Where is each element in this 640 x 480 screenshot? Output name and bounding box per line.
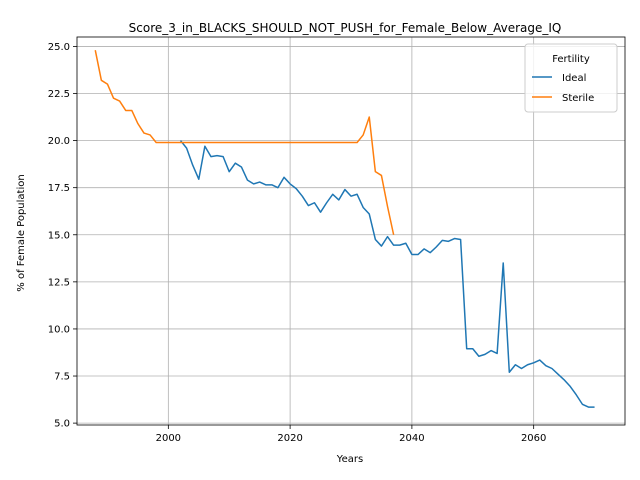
y-tick-label: 5.0 <box>54 419 70 430</box>
y-tick-label: 20.0 <box>48 136 70 147</box>
legend: Fertility Ideal Sterile <box>525 44 617 112</box>
legend-label-sterile: Sterile <box>562 93 594 104</box>
x-axis-label: Years <box>336 454 363 465</box>
x-tick-label: 2000 <box>156 433 181 444</box>
legend-label-ideal: Ideal <box>562 73 586 84</box>
x-tick-label: 2060 <box>521 433 546 444</box>
chart-title: Score_3_in_BLACKS_SHOULD_NOT_PUSH_for_Fe… <box>129 21 562 35</box>
y-axis-label: % of Female Population <box>16 174 27 291</box>
y-tick-label: 17.5 <box>48 183 70 194</box>
legend-title: Fertility <box>552 54 590 65</box>
y-tick-label: 22.5 <box>48 89 70 100</box>
y-tick-label: 25.0 <box>48 42 70 53</box>
y-tick-label: 15.0 <box>48 230 70 241</box>
y-tick-label: 12.5 <box>48 277 70 288</box>
y-tick-label: 10.0 <box>48 324 70 335</box>
x-tick-label: 2020 <box>277 433 302 444</box>
x-tick-label: 2040 <box>399 433 424 444</box>
y-tick-label: 7.5 <box>54 372 70 383</box>
